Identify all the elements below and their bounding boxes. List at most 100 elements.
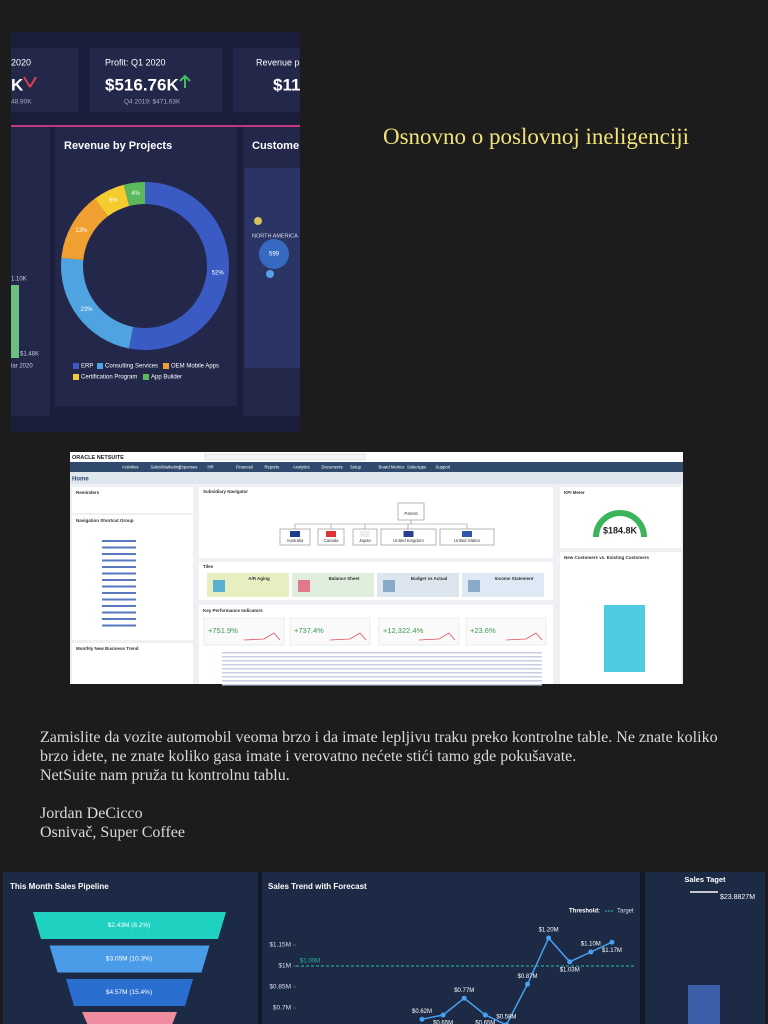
rule <box>11 125 300 127</box>
link-line <box>102 585 136 588</box>
nav-item: Board Metrics <box>379 465 405 470</box>
panel-title: Key Performance Indicators <box>203 608 263 613</box>
dashboard-2: This Month Sales Pipeline $2.43M (8.2%) $3… <box>3 872 765 1024</box>
bar <box>604 605 645 672</box>
link-line <box>102 624 136 627</box>
panel <box>560 487 681 548</box>
line <box>421 936 613 1024</box>
brand: ORACLE NETSUITE <box>72 455 124 461</box>
gauge <box>593 510 647 538</box>
pie-segment <box>61 198 108 261</box>
side-bar <box>11 285 19 358</box>
chart-title: Revenue by Projects <box>64 140 172 152</box>
panel <box>199 487 553 558</box>
link-line <box>102 598 136 601</box>
legend-label: Consulting Services <box>105 364 158 370</box>
chart-title: Sales Trend with Forecast <box>268 882 367 891</box>
data-label: $2.43M (8.2%) <box>108 922 151 929</box>
map-label: NORTH AMERICA <box>252 233 298 239</box>
chart-title: This Month Sales Pipeline <box>10 882 109 891</box>
link-line <box>102 592 136 594</box>
nav-item: SuiteApps <box>407 465 426 470</box>
panel-title: KPI Meter <box>564 490 585 495</box>
data-label: $1.17M <box>602 948 622 954</box>
card <box>233 48 300 112</box>
link-line <box>102 559 136 562</box>
side-label: $1.48K <box>20 352 39 358</box>
card-value: $516.76K <box>105 75 179 94</box>
point <box>588 949 594 955</box>
card-value: $11 <box>273 75 300 94</box>
point <box>567 959 573 965</box>
nav-item: Activities <box>122 465 139 470</box>
node-label: Japan <box>359 538 371 543</box>
point <box>461 995 467 1001</box>
tile-icon <box>213 580 225 592</box>
card-title: Profit: Q1 2020 <box>105 57 166 67</box>
link-line <box>102 553 136 555</box>
funnel-band <box>49 945 210 973</box>
data-label: $0.62M <box>412 1009 432 1015</box>
up-arrow <box>179 74 191 88</box>
card <box>90 48 222 112</box>
link-line <box>102 579 136 581</box>
funnel-band <box>66 979 193 1006</box>
data-label: 23% <box>80 307 93 313</box>
data-label: $0.65M <box>433 1021 453 1024</box>
funnel-band <box>33 912 226 939</box>
tile-label: Budget vs Actual <box>411 576 448 581</box>
funnel-band <box>82 1012 177 1024</box>
node-label: Australia <box>287 538 304 543</box>
table-row <box>222 672 542 674</box>
flag <box>326 531 336 537</box>
table-row <box>222 656 542 658</box>
legend-label: OEM Mobile Apps <box>171 364 219 370</box>
card <box>11 48 78 112</box>
sparkline <box>505 632 543 641</box>
table-row <box>222 684 542 686</box>
node-label: Parent <box>404 511 418 516</box>
card-title: 2020 <box>11 57 31 67</box>
pie-segment <box>128 182 230 350</box>
kpi-value: +23.6% <box>470 626 496 635</box>
card-note: 48.90K <box>11 99 32 106</box>
role: Osnivač, Super Coffee <box>40 824 185 841</box>
flag <box>290 531 300 537</box>
link-line <box>102 540 136 542</box>
point <box>546 935 552 941</box>
point <box>440 1012 446 1018</box>
netsuite: ORACLE NETSUITE Activities Sales/Marketing… <box>70 452 683 686</box>
data-label: $1.03M <box>560 967 580 973</box>
dashboard-1: 2020 K 48.90K Profit: Q1 2020 $516.76K Q4 201… <box>11 32 300 432</box>
node-label: United Kingdom <box>393 538 424 543</box>
table-row <box>222 652 542 654</box>
link-line <box>102 605 136 607</box>
flag <box>403 531 414 537</box>
legend-swatch <box>163 363 169 369</box>
card-value: K <box>11 75 24 94</box>
map-dot <box>259 239 289 269</box>
meter-value: $184.8K <box>603 525 638 535</box>
panel-title: Monthly New Business Trend <box>76 646 139 651</box>
page-title: Home <box>72 477 89 483</box>
legend-label: Certification Program <box>81 375 137 381</box>
paragraph: Zamislite da vozite automobil veoma brzo… <box>40 729 718 765</box>
legend-swatch <box>73 374 79 380</box>
tree-lines <box>294 520 468 529</box>
data-label: $4.57M (15.4%) <box>106 989 152 996</box>
bar <box>688 985 720 1024</box>
threshold-label: $1.00M <box>300 959 320 965</box>
link-line <box>102 618 136 620</box>
panel <box>55 126 237 406</box>
node-label: United States <box>454 538 480 543</box>
quote: Zamislite da vozite automobil veoma brzo… <box>40 728 730 842</box>
y-tick-label: $1.15M <box>269 942 291 949</box>
panel-title: Tiles <box>203 564 214 569</box>
legend-label: ERP <box>81 364 93 370</box>
link-line <box>102 566 136 568</box>
data-label: 4% <box>131 191 140 197</box>
point <box>482 1012 488 1018</box>
pie-segment <box>60 257 134 349</box>
card-title: Revenue p <box>256 57 300 67</box>
